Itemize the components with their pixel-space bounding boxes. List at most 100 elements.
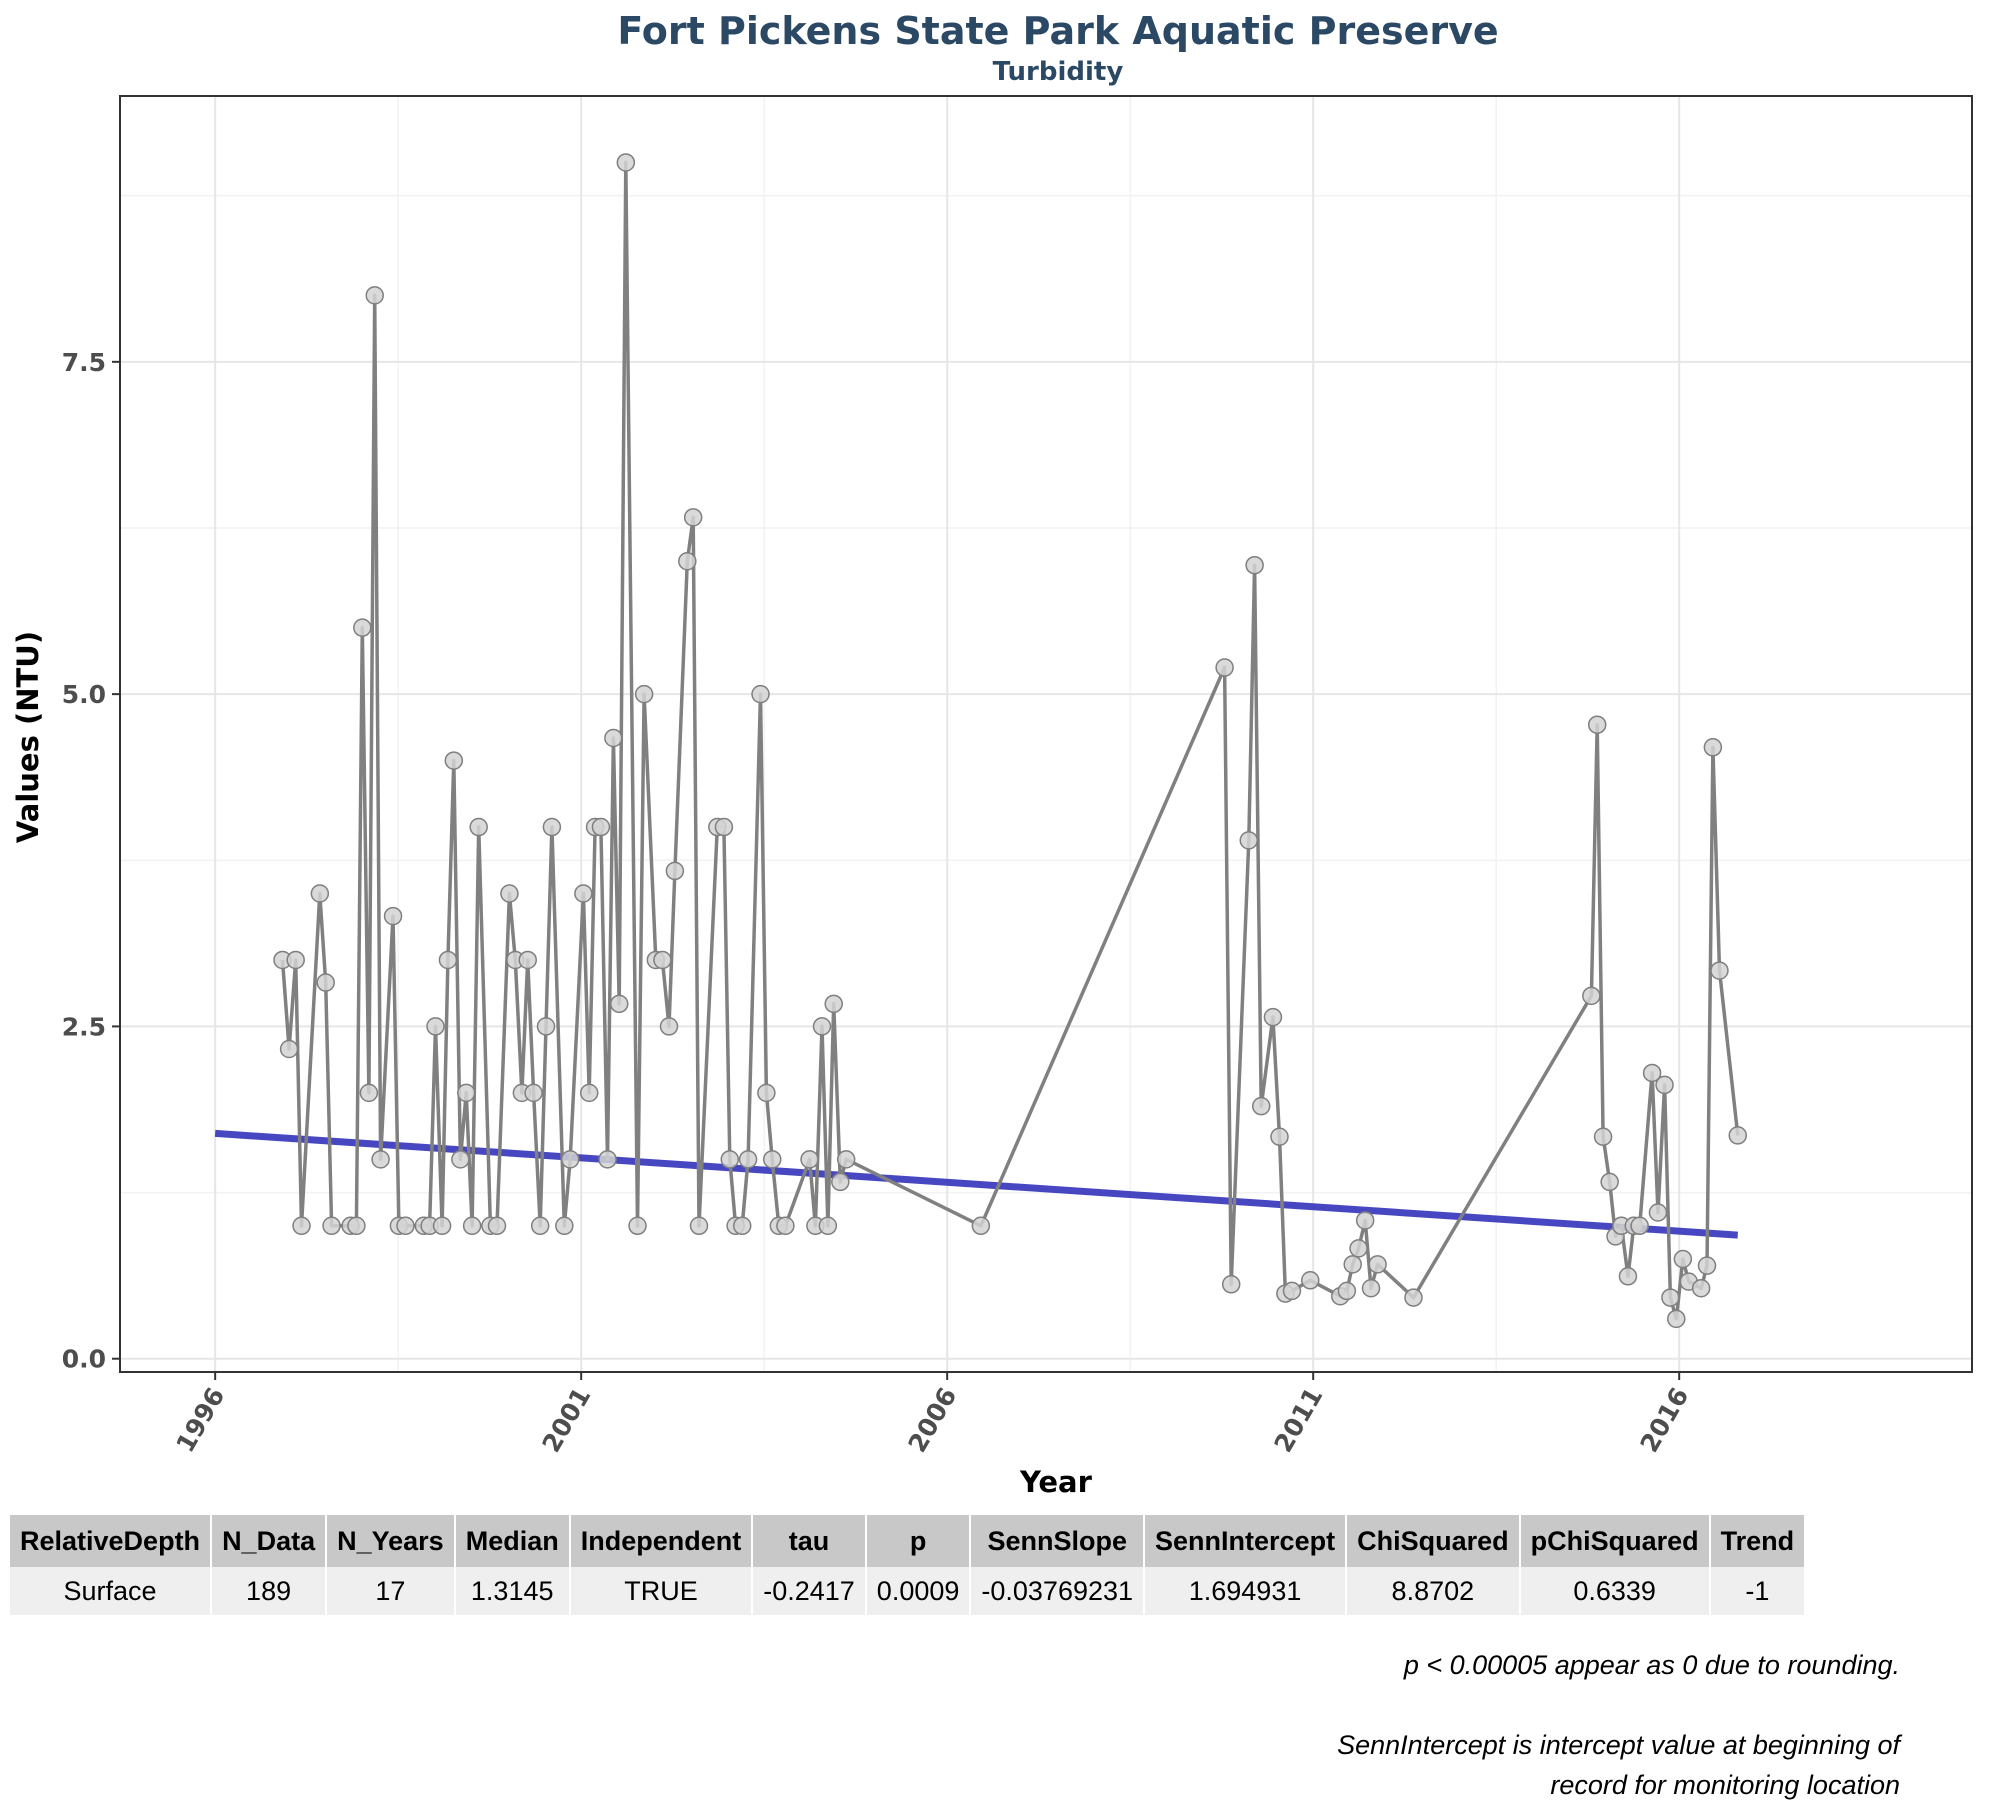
data-point	[800, 1150, 819, 1169]
data-point	[678, 551, 697, 571]
chart-subtitle: Turbidity	[993, 57, 1124, 87]
rounding-note: p < 0.00005 appear as 0 due to rounding.	[1403, 1650, 1900, 1680]
data-point	[1648, 1203, 1668, 1222]
x-axis-title: Year	[1019, 1465, 1093, 1499]
data-point	[1587, 715, 1607, 734]
intercept-note-line1: SennIntercept is intercept value at begi…	[1337, 1730, 1900, 1760]
data-point	[836, 1150, 856, 1169]
data-point	[634, 684, 654, 704]
axes: 0.0 2.5 5.0 7.5 1996 2001 2006 2011 2016	[62, 348, 1695, 1457]
stats-header-cell: Median	[455, 1515, 569, 1567]
data-point	[1251, 1096, 1271, 1116]
data-point	[812, 1017, 832, 1036]
stats-cell: 1.694931	[1145, 1567, 1346, 1615]
data-point	[310, 884, 330, 903]
chart: Fort Pickens State Park Aquatic Preserve…	[11, 9, 1973, 1499]
data-point	[653, 950, 672, 970]
data-point	[279, 1039, 299, 1059]
data-point	[1630, 1216, 1649, 1236]
data-point	[444, 751, 464, 770]
data-point	[371, 1150, 390, 1169]
data-point	[316, 973, 335, 992]
y-tick-label: 2.5	[62, 1012, 106, 1041]
data-point	[1703, 738, 1723, 757]
data-point	[322, 1216, 341, 1236]
data-point	[518, 950, 537, 970]
stats-header-cell: N_Years	[327, 1515, 454, 1567]
data-point	[469, 817, 488, 837]
data-point	[738, 1150, 758, 1169]
stats-header-cell: Trend	[1710, 1515, 1805, 1567]
stats-cell: TRUE	[570, 1567, 752, 1615]
stats-row: Surface 189 17 1.3145 TRUE -0.2417 0.0009 -0.03…	[10, 1567, 1805, 1615]
y-tick-label: 7.5	[62, 348, 106, 377]
stats-header-cell: Independent	[570, 1515, 752, 1567]
data-point	[1361, 1279, 1381, 1298]
data-point	[530, 1216, 550, 1236]
stats-cell: 1.3145	[455, 1567, 569, 1615]
stats-cell: -0.2417	[753, 1567, 865, 1615]
x-tick-label: 2001	[536, 1383, 596, 1458]
data-point	[432, 1216, 452, 1236]
data-point	[487, 1216, 507, 1236]
data-point	[347, 1216, 366, 1236]
x-tick-label: 2016	[1634, 1383, 1694, 1458]
stats-cell: 189	[212, 1567, 326, 1615]
y-axis-title: Values (NTU)	[11, 631, 45, 843]
stats-cell: 8.8702	[1347, 1567, 1519, 1615]
stats-cell: 17	[327, 1567, 454, 1615]
data-point	[831, 1172, 850, 1192]
data-point	[818, 1216, 838, 1236]
data-point	[1245, 555, 1264, 575]
data-point	[1661, 1288, 1680, 1307]
data-point	[456, 1083, 476, 1103]
intercept-note-line2: record for monitoring location	[1550, 1770, 1900, 1800]
stats-cell: -0.03769231	[971, 1567, 1144, 1615]
stats-header-cell: tau	[753, 1515, 865, 1567]
data-point	[462, 1216, 482, 1236]
stats-header-cell: ChiSquared	[1347, 1515, 1519, 1567]
data-point	[1618, 1267, 1638, 1286]
data-point	[757, 1083, 776, 1103]
data-point	[574, 884, 593, 903]
stats-cell: Surface	[10, 1567, 211, 1615]
stats-cell: 0.6339	[1520, 1567, 1709, 1615]
stats-header-cell: p	[866, 1515, 970, 1567]
stats-header-cell: RelativeDepth	[10, 1515, 211, 1567]
data-point	[1582, 986, 1601, 1006]
data-point	[1593, 1127, 1613, 1146]
data-point	[1349, 1239, 1368, 1258]
data-point	[383, 906, 403, 926]
data-point	[1301, 1271, 1320, 1290]
data-point	[542, 817, 562, 837]
x-tick-label: 2006	[902, 1383, 962, 1458]
data-point	[1642, 1063, 1662, 1083]
data-point	[604, 728, 623, 748]
data-point	[762, 1150, 782, 1169]
data-point	[1343, 1255, 1362, 1274]
data-point	[1215, 658, 1234, 677]
data-point	[560, 1150, 580, 1169]
data-point	[1221, 1275, 1241, 1294]
data-point	[292, 1216, 311, 1236]
y-tick-label: 5.0	[62, 680, 106, 709]
stats-header-cell: N_Data	[212, 1515, 326, 1567]
stats-header-cell: SennSlope	[971, 1515, 1144, 1567]
data-point	[1337, 1281, 1357, 1301]
data-point	[286, 950, 305, 970]
data-point	[1710, 961, 1729, 980]
data-point	[1728, 1126, 1748, 1145]
data-point	[579, 1083, 599, 1103]
data-point	[1368, 1255, 1387, 1274]
data-point	[732, 1216, 752, 1236]
data-line-layer	[280, 160, 1740, 1321]
data-point	[1355, 1211, 1375, 1230]
data-point	[714, 817, 734, 837]
data-point	[365, 286, 384, 305]
data-point	[1697, 1256, 1717, 1275]
data-point	[1667, 1309, 1686, 1329]
data-point	[359, 1083, 379, 1103]
data-point	[438, 950, 458, 970]
data-point	[1282, 1281, 1302, 1301]
data-point	[659, 1017, 679, 1036]
